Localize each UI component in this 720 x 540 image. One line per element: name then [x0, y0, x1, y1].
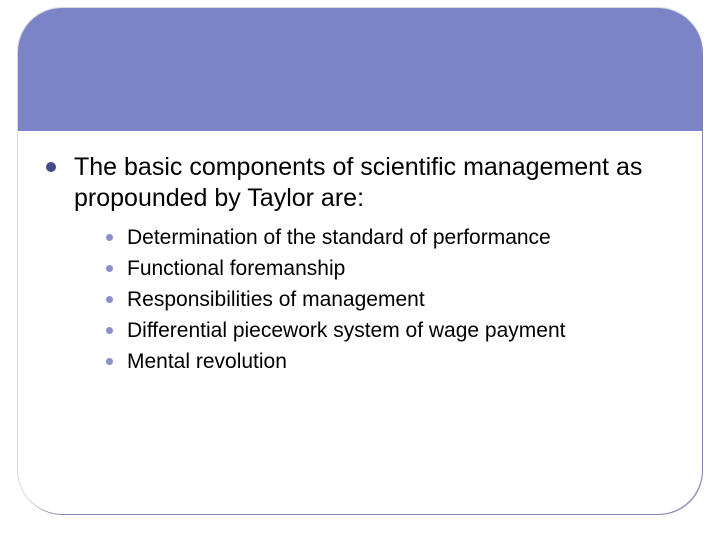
content-body: The basic components of scientific manag…	[46, 152, 676, 379]
list-level1-item: The basic components of scientific manag…	[46, 152, 676, 213]
list-level2-item: Responsibilities of management	[106, 287, 676, 314]
level2-text: Responsibilities of management	[127, 287, 425, 314]
list-level2: Determination of the standard of perform…	[106, 225, 676, 375]
content-card: The basic components of scientific manag…	[18, 8, 702, 514]
bullet-icon	[46, 162, 56, 172]
bullet-icon	[106, 296, 113, 303]
level2-text: Functional foremanship	[127, 256, 345, 283]
level2-text: Determination of the standard of perform…	[127, 225, 551, 252]
bullet-icon	[106, 265, 113, 272]
list-level2-item: Functional foremanship	[106, 256, 676, 283]
header-band	[18, 8, 702, 131]
bullet-icon	[106, 327, 113, 334]
level1-text: The basic components of scientific manag…	[74, 152, 676, 213]
level2-text: Mental revolution	[127, 349, 287, 376]
level2-text: Differential piecework system of wage pa…	[127, 318, 565, 345]
bullet-icon	[106, 234, 113, 241]
slide: The basic components of scientific manag…	[0, 0, 720, 540]
list-level2-item: Differential piecework system of wage pa…	[106, 318, 676, 345]
list-level2-item: Determination of the standard of perform…	[106, 225, 676, 252]
list-level2-item: Mental revolution	[106, 349, 676, 376]
bullet-icon	[106, 358, 113, 365]
